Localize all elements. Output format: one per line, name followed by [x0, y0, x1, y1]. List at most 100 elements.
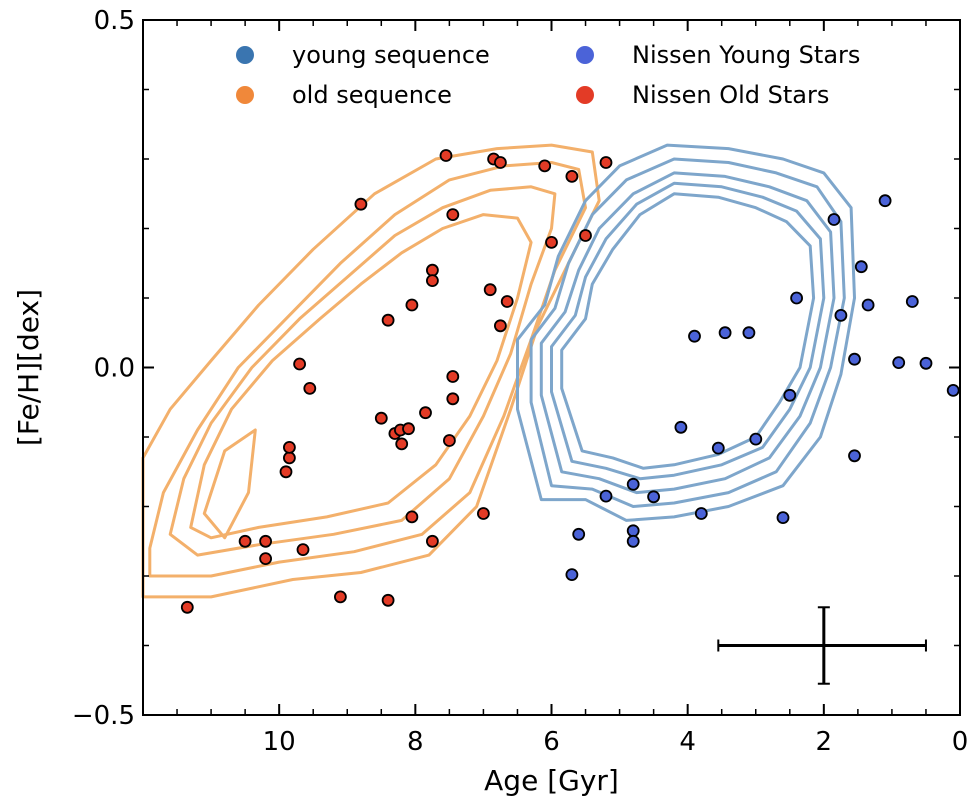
young-star-point	[834, 308, 848, 322]
young-star-point	[599, 489, 613, 503]
y-axis-label: [Fe/H][dex]	[12, 289, 45, 446]
old-star-point	[425, 263, 439, 277]
old-star-point	[439, 149, 453, 162]
old-star-point	[279, 465, 293, 479]
x-tick-label: 0	[952, 727, 969, 757]
young-stars-points	[565, 194, 960, 581]
old-star-point	[493, 156, 507, 169]
old-star-point	[333, 590, 347, 604]
old-star-point	[483, 283, 497, 297]
y-tick-label: 0.5	[94, 6, 135, 36]
x-tick-label: 10	[263, 727, 296, 757]
young-star-point	[742, 326, 756, 340]
old-star-point	[259, 552, 273, 565]
young-contour-2	[539, 171, 836, 495]
young-contour-3	[550, 181, 826, 481]
young-star-point	[694, 507, 708, 520]
young-star-point	[674, 420, 688, 434]
axis-tick-labels: 10 8 6 4 2 0 −0.5 0.0 0.5	[72, 6, 968, 757]
young-star-point	[790, 291, 803, 305]
young-star-point	[848, 352, 861, 366]
old-star-point	[405, 298, 419, 312]
old-star-point	[296, 543, 310, 556]
young-star-point	[783, 388, 797, 402]
legend-marker-old-sequence	[236, 86, 254, 104]
legend: young sequence old sequence Nissen Young…	[236, 41, 860, 109]
old-star-point	[425, 534, 439, 548]
y-tick-label: 0.0	[94, 354, 135, 384]
error-bar	[717, 606, 927, 685]
young-star-point	[572, 527, 586, 541]
old-star-point	[259, 534, 273, 548]
old-star-point	[446, 370, 460, 383]
axis-ticks	[142, 19, 961, 716]
young-star-point	[946, 383, 960, 397]
legend-label-old-sequence: old sequence	[292, 81, 452, 109]
young-star-point	[919, 356, 933, 370]
old-star-point	[381, 313, 395, 327]
old-contour-0	[141, 143, 601, 599]
old-star-point	[405, 510, 419, 524]
young-star-point	[854, 260, 868, 274]
young-star-point	[827, 213, 841, 226]
young-contour-4	[560, 192, 816, 470]
old-sequence-contours	[141, 143, 601, 599]
young-contour-1	[529, 157, 846, 508]
legend-marker-nissen-young	[576, 46, 594, 64]
old-star-point	[500, 295, 514, 308]
old-star-point	[493, 319, 507, 333]
young-star-point	[711, 441, 725, 455]
young-star-point	[861, 298, 875, 312]
old-star-point	[425, 274, 439, 288]
old-star-point	[599, 156, 613, 169]
young-star-point	[878, 194, 892, 208]
young-star-point	[626, 524, 640, 538]
legend-marker-nissen-old	[576, 86, 594, 104]
y-tick-label: −0.5	[72, 701, 135, 731]
young-star-point	[688, 329, 701, 343]
old-star-point	[565, 169, 579, 183]
old-star-point	[282, 440, 296, 454]
young-star-point	[892, 356, 906, 370]
old-contour-3	[189, 213, 533, 540]
old-star-point	[282, 451, 296, 465]
young-star-point	[718, 326, 732, 340]
x-axis-label: Age [Gyr]	[484, 764, 619, 797]
old-contour-2	[168, 185, 557, 557]
old-stars-points	[180, 149, 613, 614]
old-star-point	[381, 593, 395, 607]
old-star-point	[395, 437, 409, 451]
young-sequence-contours	[516, 143, 856, 522]
old-star-point	[446, 208, 460, 222]
old-star-point	[354, 197, 368, 211]
old-star-point	[374, 411, 388, 425]
legend-marker-young-sequence	[236, 46, 254, 64]
young-star-point	[626, 534, 640, 548]
old-star-point	[402, 422, 415, 436]
old-star-point	[579, 229, 592, 242]
legend-label-nissen-young: Nissen Young Stars	[632, 41, 860, 69]
old-star-point	[238, 534, 252, 548]
young-star-point	[565, 568, 579, 581]
old-star-point	[419, 406, 432, 420]
x-tick-label: 4	[679, 727, 696, 757]
young-star-point	[776, 511, 790, 524]
legend-label-young-sequence: young sequence	[292, 41, 490, 69]
x-tick-label: 2	[816, 727, 833, 757]
young-star-point	[647, 490, 660, 504]
x-tick-label: 8	[407, 727, 424, 757]
young-star-point	[749, 432, 763, 446]
old-star-point	[538, 159, 552, 173]
young-star-point	[626, 477, 640, 491]
young-contour-0	[516, 143, 856, 522]
old-star-point	[180, 600, 194, 614]
old-contour-1	[148, 161, 587, 578]
legend-label-nissen-old: Nissen Old Stars	[632, 81, 829, 109]
old-star-point	[303, 381, 317, 395]
old-star-point	[545, 235, 558, 249]
old-star-point	[442, 434, 456, 447]
old-star-point	[293, 357, 307, 371]
young-star-point	[848, 449, 861, 463]
old-contour-4	[202, 428, 257, 540]
